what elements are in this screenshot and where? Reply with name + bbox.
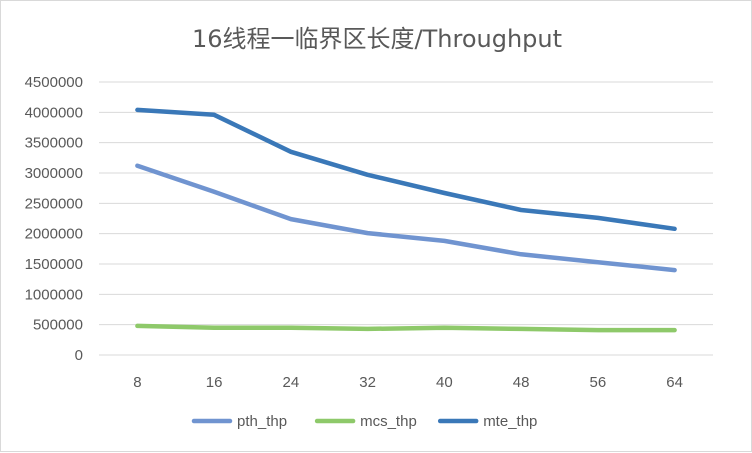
y-tick-label: 1000000 [25,286,83,303]
y-axis-tick-labels: 0 500000 1000000 1500000 2000000 2500000 30000… [25,74,83,364]
y-tick-label: 1500000 [25,256,83,273]
x-tick-label: 32 [359,374,376,391]
y-tick-label: 2000000 [25,226,83,243]
legend-label: mcs_thp [360,413,417,430]
y-tick-label: 500000 [33,317,83,334]
series-lines [135,107,677,333]
x-tick-label: 16 [206,374,223,391]
chart-title: 16线程一临界区长度/Throughput [191,25,563,53]
legend-item-mcs_thp: mcs_thp [314,413,417,430]
x-tick-label: 56 [590,374,607,391]
x-tick-label: 8 [133,374,141,391]
y-tick-label: 4000000 [25,104,83,121]
series-line-mcs_thp [135,323,677,333]
y-tick-label: 0 [75,347,83,364]
x-tick-label: 40 [436,374,453,391]
x-axis-tick-labels: 8 16 24 32 40 48 56 64 [133,374,683,391]
legend: pth_thp mcs_thp mte_thp [191,413,537,430]
x-tick-label: 48 [513,374,530,391]
series-line-mte_thp [135,107,677,232]
legend-item-pth_thp: pth_thp [191,413,287,430]
y-tick-label: 2500000 [25,195,83,212]
legend-item-mte_thp: mte_thp [437,413,537,430]
y-tick-label: 3000000 [25,165,83,182]
series-line-pth_thp [135,163,677,273]
legend-label: mte_thp [483,413,537,430]
y-tick-label: 3500000 [25,135,83,152]
y-tick-label: 4500000 [25,74,83,91]
x-tick-label: 64 [666,374,683,391]
x-tick-label: 24 [283,374,300,391]
grid-lines [99,81,713,356]
legend-label: pth_thp [237,413,287,430]
